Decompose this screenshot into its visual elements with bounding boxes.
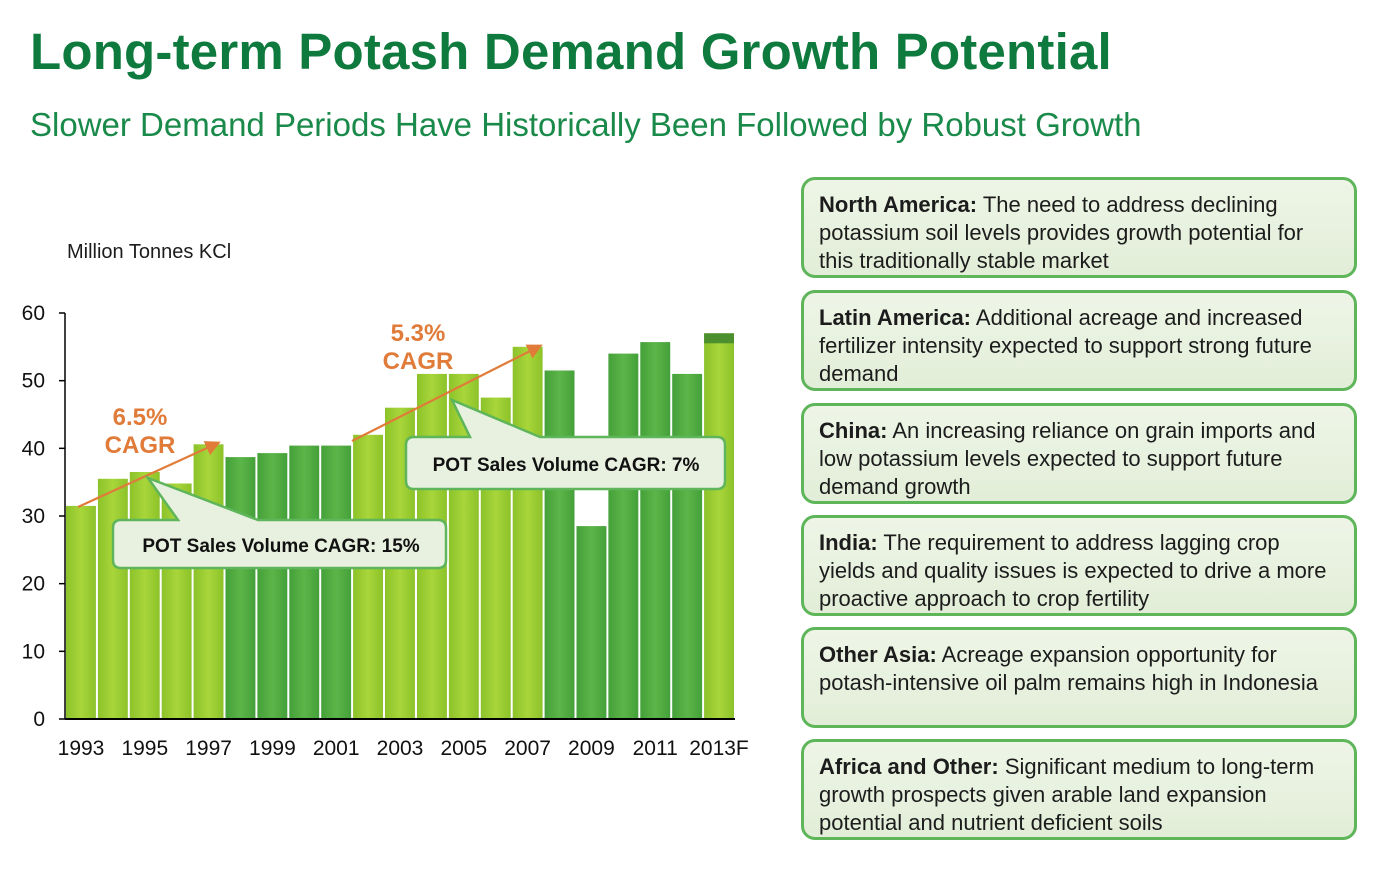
cagr-rate-label: 6.5% — [113, 404, 168, 431]
region-box: China: An increasing reliance on grain i… — [801, 403, 1357, 504]
cagr-arrow — [351, 344, 543, 442]
region-name: India: — [819, 530, 878, 555]
y-tick-label: 50 — [22, 370, 45, 393]
x-tick-label: 2009 — [568, 737, 615, 760]
region-box: India: The requirement to address laggin… — [801, 515, 1357, 616]
x-tick-label: 2005 — [440, 737, 487, 760]
x-tick-label: 2013F — [689, 737, 749, 760]
bar-2009 — [576, 526, 607, 719]
x-axis: 1993 1995 1997 1999 2001 2003 2005 2007 2009 2011… — [58, 718, 749, 760]
y-tick-label: 10 — [22, 640, 45, 663]
region-box: Africa and Other: Significant medium to … — [801, 739, 1357, 840]
cagr-text-label: CAGR — [383, 348, 454, 375]
bar-2008 — [544, 370, 575, 719]
bar-2012 — [672, 373, 703, 719]
bar-2000 — [289, 445, 320, 719]
region-box: Other Asia: Acreage expansion opportunit… — [801, 627, 1357, 728]
bar-1995 — [129, 472, 160, 719]
x-tick-label: 2003 — [377, 737, 424, 760]
y-tick-label: 20 — [22, 573, 45, 596]
cagr-text-label: CAGR — [105, 432, 176, 459]
bar-1997 — [193, 444, 224, 719]
forecast-cap — [704, 333, 734, 344]
x-tick-label: 2007 — [504, 737, 551, 760]
cagr-arrow — [77, 441, 221, 509]
bar-2002 — [353, 434, 383, 719]
region-description: Significant medium to long-term growth p… — [819, 754, 1315, 835]
bar-2010 — [608, 353, 639, 719]
region-box: Latin America: Additional acreage and in… — [801, 290, 1357, 391]
region-description: Additional acreage and increased fertili… — [819, 305, 1312, 386]
x-tick-label: 1993 — [58, 737, 105, 760]
cagr-callout-box — [111, 475, 448, 570]
region-name: Other Asia: — [819, 642, 937, 667]
cagr-callout-text: POT Sales Volume CAGR: 15% — [142, 536, 419, 557]
y-axis: 0 10 20 30 40 50 60 — [22, 302, 66, 731]
x-tick-label: 1997 — [185, 737, 232, 760]
bar-2001 — [321, 445, 352, 719]
region-name: China: — [819, 418, 888, 443]
cagr-rate-label: 5.3% — [391, 320, 446, 347]
y-tick-label: 30 — [22, 505, 45, 528]
bar-1998 — [225, 457, 256, 719]
cagr-callout-box — [404, 397, 727, 491]
bar-2011 — [640, 342, 671, 719]
y-tick-label: 60 — [22, 302, 45, 325]
bar-1994 — [97, 478, 128, 719]
region-box: North America: The need to address decli… — [801, 177, 1357, 278]
region-name: North America: — [819, 192, 978, 217]
y-tick-label: 40 — [22, 437, 45, 460]
bar-1999 — [257, 453, 288, 719]
y-axis-title: Million Tonnes KCl — [67, 241, 231, 263]
region-description: Acreage expansion opportunity for potash… — [819, 642, 1318, 695]
region-description: An increasing reliance on grain imports … — [819, 418, 1316, 499]
region-description: The requirement to address lagging crop … — [819, 530, 1327, 611]
cagr-callout-text: POT Sales Volume CAGR: 7% — [433, 455, 700, 476]
region-name: Latin America: — [819, 305, 972, 330]
bar-1993 — [66, 505, 96, 719]
x-tick-label: 1995 — [121, 737, 168, 760]
bar-2013F — [704, 333, 734, 719]
x-tick-label: 2011 — [633, 737, 678, 760]
x-tick-label: 1999 — [249, 737, 296, 760]
x-tick-label: 2001 — [313, 737, 360, 760]
y-tick-label: 0 — [33, 708, 45, 731]
bar-2007 — [512, 346, 543, 719]
region-description: The need to address declining potassium … — [819, 192, 1304, 273]
page-subtitle: Slower Demand Periods Have Historically … — [30, 106, 1142, 143]
page-title: Long-term Potash Demand Growth Potential — [30, 23, 1112, 80]
region-name: Africa and Other: — [819, 754, 999, 779]
